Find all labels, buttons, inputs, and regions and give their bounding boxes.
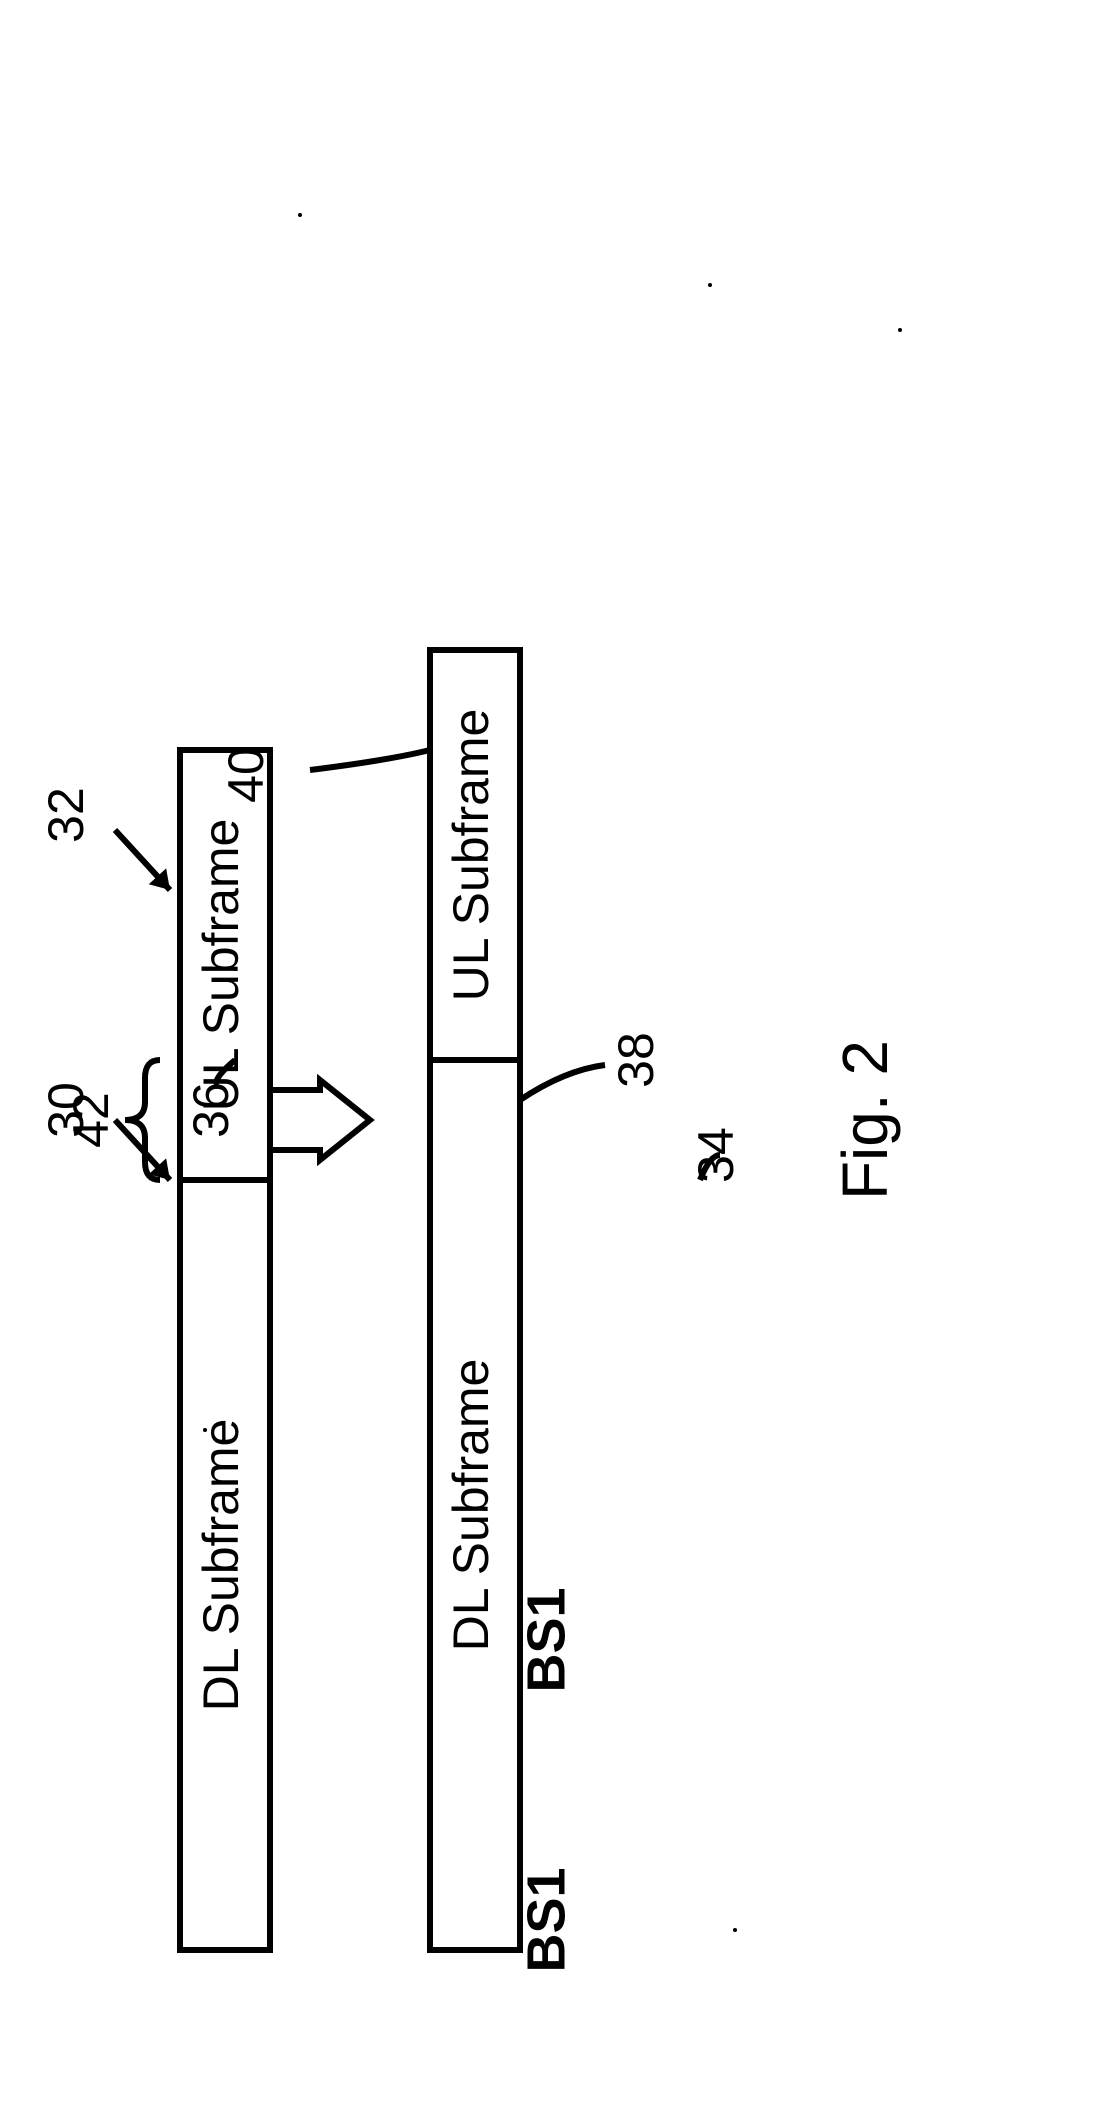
ul-ref-leader <box>310 750 430 770</box>
speck <box>708 283 712 287</box>
row-label: BS1 <box>516 1867 576 1972</box>
row-label: BS1 <box>516 1587 576 1692</box>
overlap-ref: 42 <box>63 1092 119 1148</box>
interference-arrow <box>270 1080 370 1160</box>
ul-ref: 36 <box>183 1082 239 1138</box>
ul-subframe-label: UL Subframe <box>193 819 249 1112</box>
ul-subframe-label: UL Subframe <box>443 709 499 1002</box>
dl-subframe-label: DL Subframe <box>193 1419 249 1712</box>
dl-subframe-label: DL Subframe <box>443 1359 499 1652</box>
speck <box>298 213 302 217</box>
dl-ref: 38 <box>608 1032 664 1088</box>
speck <box>733 1928 737 1932</box>
figure-label: Fig. 2 <box>829 1040 901 1200</box>
ul-ref: 40 <box>218 747 274 803</box>
speck <box>203 1428 207 1432</box>
speck <box>898 328 902 332</box>
frame-ref: 32 <box>38 787 94 843</box>
dl-ref-leader <box>520 1065 605 1100</box>
